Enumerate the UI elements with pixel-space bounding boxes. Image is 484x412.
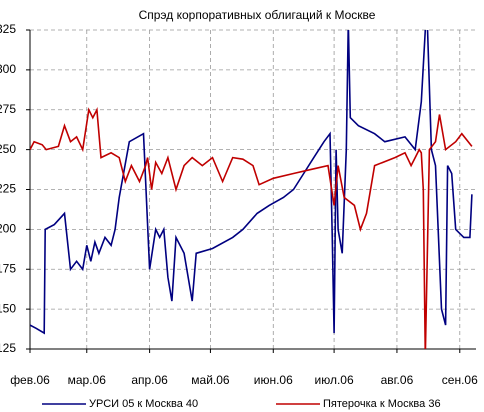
x-tick-label: мар.06 [68,373,107,387]
series-line [30,106,473,349]
y-tick-label: 175 [0,261,16,275]
y-tick-label: 275 [0,102,16,116]
y-tick-label: 300 [0,62,16,76]
y-tick-label: 325 [0,22,16,36]
x-tick-label: фев.06 [10,373,50,387]
chart-title: Спрэд корпоративных облигаций к Москве [139,8,376,22]
x-tick-label: сен.06 [442,373,478,387]
y-tick-label: 200 [0,222,16,236]
x-tick-label: авг.06 [381,373,414,387]
y-tick-label: 125 [0,341,16,355]
x-tick-label: апр.06 [131,373,168,387]
y-tick-label: 225 [0,182,16,196]
y-tick-label: 250 [0,142,16,156]
plot-area [30,30,473,349]
series-line [30,30,473,335]
legend-label: УРСИ 05 к Москва 40 [89,398,198,410]
x-tick-label: май.06 [191,373,230,387]
x-tick-label: июн.06 [254,373,293,387]
x-tick-label: июл.06 [315,373,354,387]
y-tick-label: 150 [0,301,16,315]
legend-label: Пятерочка к Москва 36 [323,398,441,410]
